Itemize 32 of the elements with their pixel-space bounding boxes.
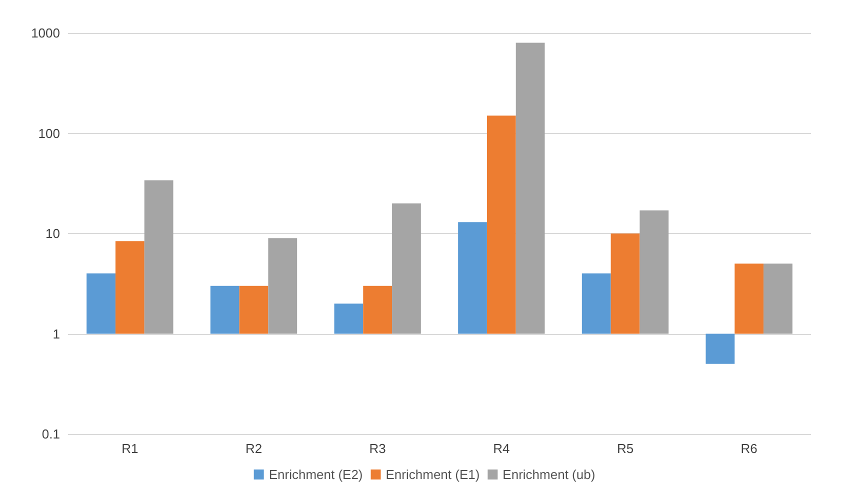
- bar: [706, 334, 735, 364]
- x-tick-label: R1: [122, 441, 138, 456]
- bar: [86, 273, 116, 334]
- bar: [640, 210, 669, 334]
- y-tick-label: 0.1: [42, 426, 60, 442]
- x-tick-label: R2: [245, 441, 262, 456]
- x-tick-label: R3: [369, 441, 386, 456]
- bar: [210, 286, 240, 334]
- bar: [486, 116, 516, 334]
- bar: [363, 286, 392, 334]
- legend-label: Enrichment (ub): [502, 467, 596, 482]
- y-tick-label: 100: [38, 126, 60, 141]
- x-tick-label: R5: [616, 441, 634, 456]
- bar: [334, 304, 364, 334]
- legend-label: Enrichment (E1): [386, 467, 480, 482]
- bar: [239, 286, 268, 334]
- bar: [392, 203, 421, 334]
- bar: [734, 264, 764, 334]
- bar: [764, 264, 792, 334]
- legend-label: Enrichment (E2): [268, 467, 363, 482]
- bar: [610, 234, 640, 334]
- y-tick-label: 1000: [31, 26, 60, 40]
- x-tick-label: R6: [740, 441, 758, 456]
- bar: [268, 238, 298, 334]
- bar: [516, 42, 545, 334]
- bar: [582, 273, 611, 334]
- bar: [115, 241, 144, 334]
- bar: [458, 222, 487, 334]
- y-tick-label: 1: [52, 326, 60, 342]
- bar: [144, 180, 174, 334]
- y-tick-label: 10: [46, 226, 60, 241]
- x-tick-label: R4: [493, 441, 510, 456]
